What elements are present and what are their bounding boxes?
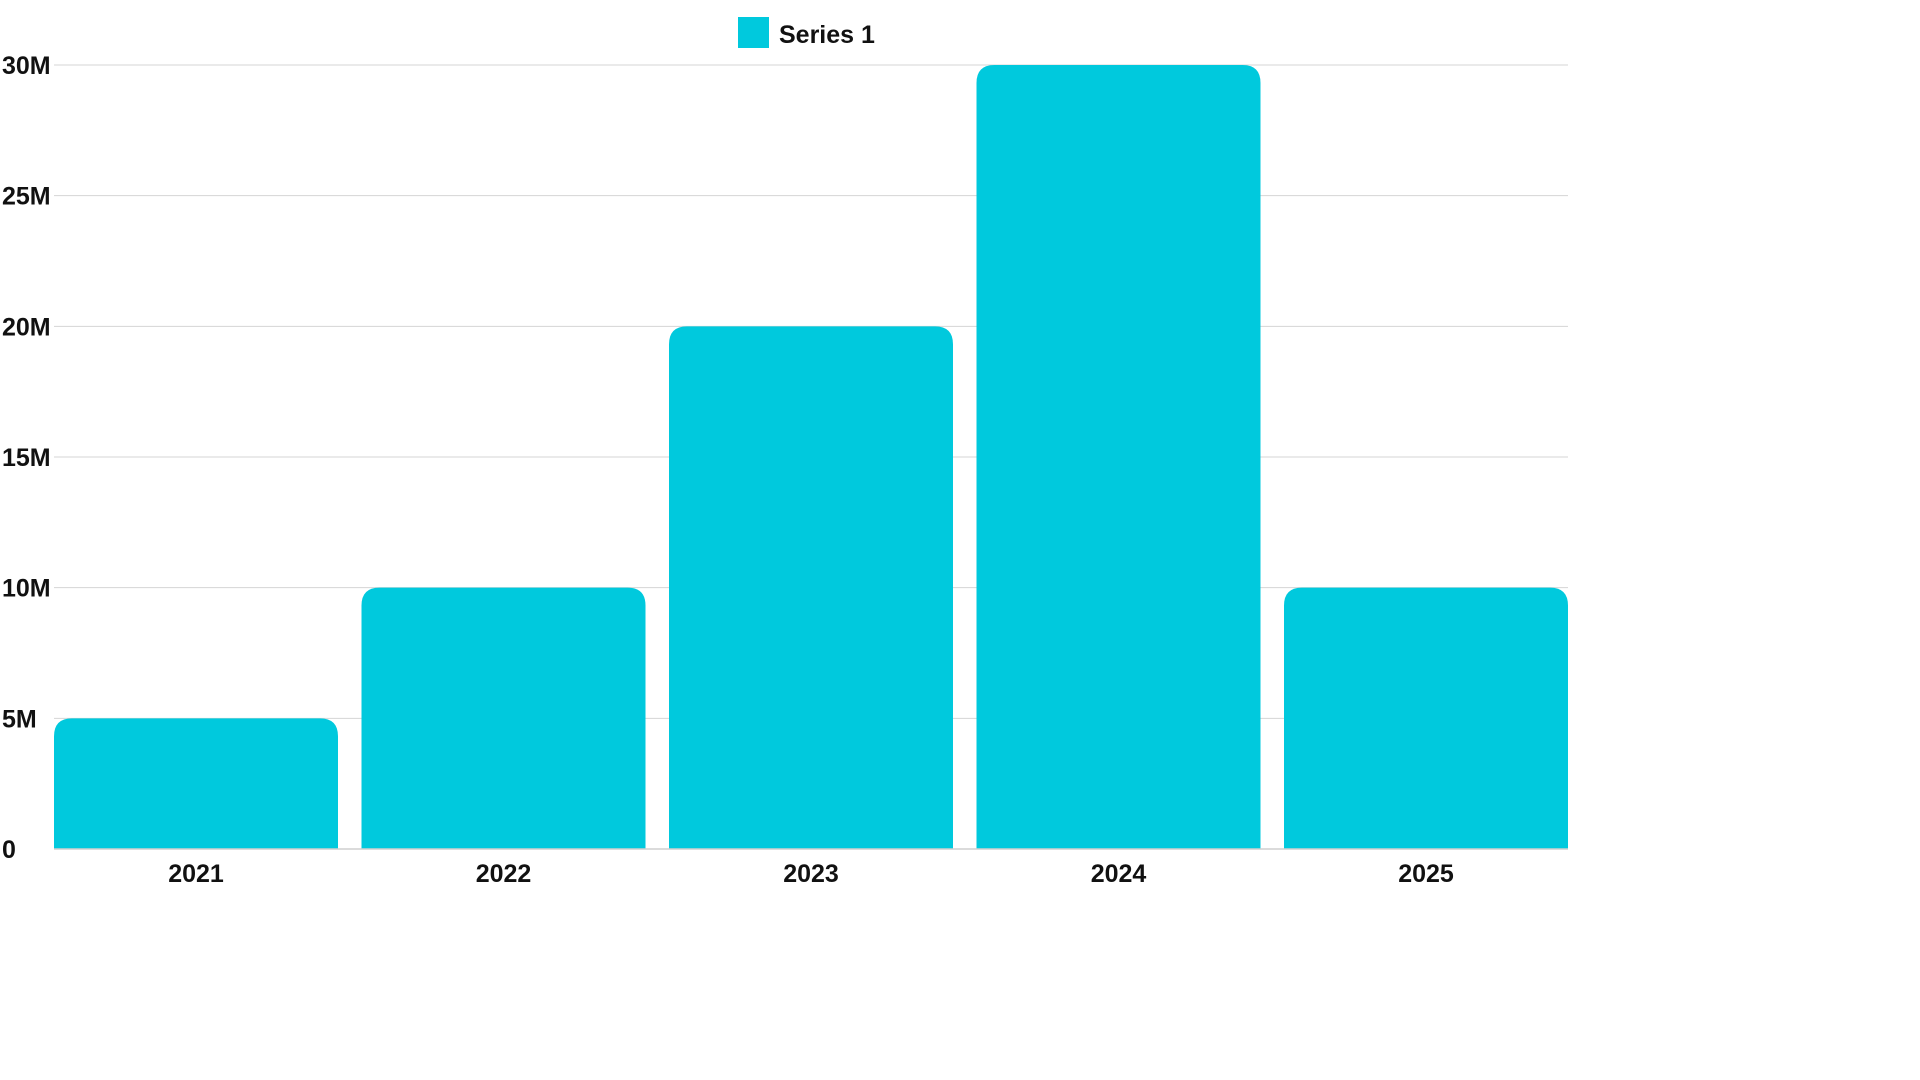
y-tick-label-5: 25M [2, 183, 51, 211]
x-tick-label-2022: 2022 [476, 860, 532, 882]
y-tick-label-1: 5M [2, 705, 37, 733]
legend-label-series-1: Series 1 [779, 21, 875, 49]
y-tick-label-3: 15M [2, 444, 51, 472]
bar-2025[interactable] [1284, 587, 1568, 849]
bar-2023[interactable] [669, 326, 953, 849]
y-tick-label-2: 10M [2, 575, 51, 603]
y-tick-label-0: 0 [2, 836, 16, 864]
x-tick-label-2024: 2024 [1091, 860, 1147, 882]
legend[interactable]: Series 1 [738, 17, 875, 49]
y-tick-label-4: 20M [2, 313, 51, 341]
x-tick-label-2021: 2021 [168, 860, 224, 882]
bar-2022[interactable] [361, 587, 646, 849]
x-axis: 2021 2022 2023 2024 2025 [54, 848, 1568, 882]
bar-2021[interactable] [54, 718, 338, 849]
y-axis: 0 5M 10M 15M 20M 25M 30M [2, 52, 51, 864]
x-tick-label-2025: 2025 [1398, 860, 1454, 882]
bar-2024[interactable] [976, 65, 1261, 849]
bars [54, 65, 1568, 849]
y-tick-label-6: 30M [2, 52, 51, 80]
x-tick-label-2023: 2023 [783, 860, 839, 882]
legend-swatch [738, 17, 769, 48]
